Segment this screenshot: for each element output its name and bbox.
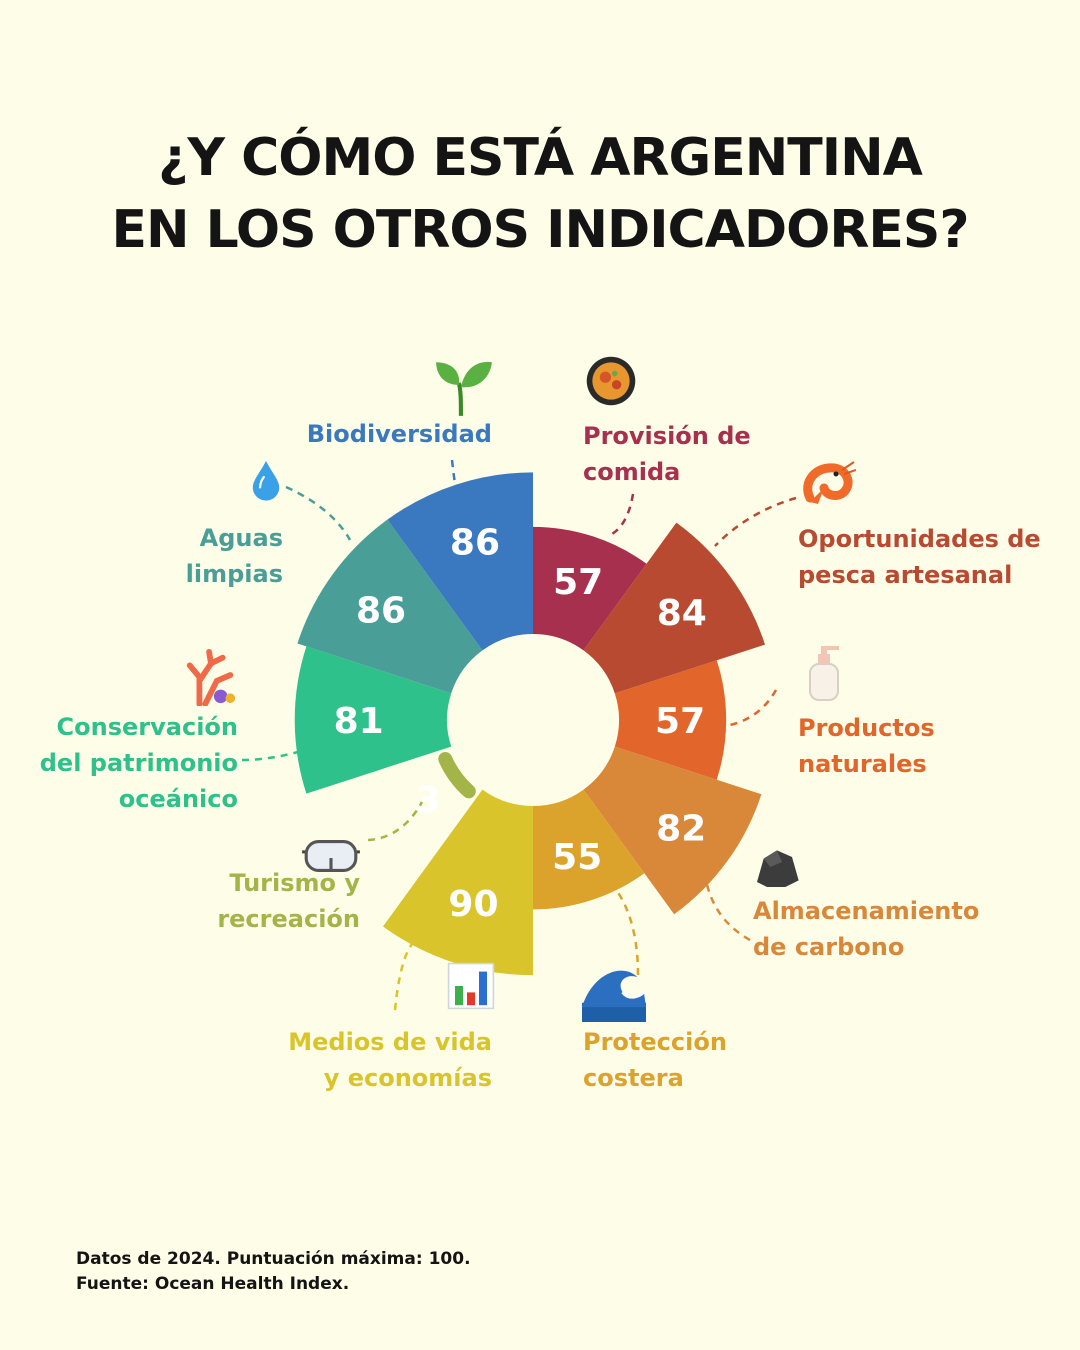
conservacion-del-patrimonio-oceanico-bar [294,646,452,794]
water-drop-icon [251,459,281,502]
wave-icon [582,969,646,1022]
biodiversidad-value-label: 86 [450,522,500,563]
biodiversidad-bar [387,472,533,651]
medios-de-vida-y-economias-bar [382,789,533,976]
medios-de-vida-y-economias-category-label: Medios de vida y economías [288,1028,492,1092]
aguas-limpias-leader-line [285,485,352,541]
provision-de-comida-value-label: 57 [553,562,603,603]
footnote-data-year: Datos de 2024. Puntuación máxima: 100. [76,1249,471,1269]
oportunidades-de-pesca-artesanal-category-label: Oportunidades de pesca artesanal [798,525,1041,589]
productos-naturales-value-label: 57 [655,701,705,742]
title-line-2: EN LOS OTROS INDICADORES? [111,200,970,260]
conservacion-del-patrimonio-oceanico-value-label: 81 [334,701,384,742]
almacenamiento-de-carbono-category-label: Almacenamiento de carbono [753,897,979,961]
proteccion-costera-leader-line [613,887,640,976]
turismo-y-recreacion-value-label: 3 [415,780,440,821]
turismo-y-recreacion-bar [438,752,476,799]
turismo-y-recreacion-leader-line [367,801,424,842]
aguas-limpias-value-label: 86 [356,591,406,632]
footnote-source: Fuente: Ocean Health Index. [76,1274,350,1294]
oportunidades-de-pesca-artesanal-value-label: 84 [657,593,707,634]
productos-naturales-leader-line [729,689,778,727]
medios-de-vida-y-economias-leader-line [393,943,414,1011]
almacenamiento-de-carbono-bar [583,746,762,915]
proteccion-costera-category-label: Protección costera [583,1028,727,1092]
oportunidades-de-pesca-artesanal-bar [583,522,765,694]
page-title: ¿Y CÓMO ESTÁ ARGENTINA EN LOS OTROS INDI… [0,122,1080,266]
title-line-1: ¿Y CÓMO ESTÁ ARGENTINA [158,128,923,188]
goggles-icon [300,839,362,873]
conservacion-del-patrimonio-oceanico-leader-line [241,750,299,762]
rock-icon [757,850,799,887]
oportunidades-de-pesca-artesanal-leader-line [714,496,797,547]
almacenamiento-de-carbono-leader-line [704,879,751,942]
shrimp-icon [808,462,856,504]
medios-de-vida-y-economias-value-label: 90 [448,884,498,925]
provision-de-comida-category-label: Provisión de comida [583,422,751,486]
bar-chart-icon [447,962,495,1010]
aguas-limpias-bar [297,519,483,694]
productos-naturales-bar [614,660,727,780]
proteccion-costera-value-label: 55 [552,837,602,878]
provision-de-comida-leader-line [611,493,635,536]
paella-pan-icon [586,356,636,406]
turismo-y-recreacion-category-label: Turismo y recreación [217,869,360,933]
proteccion-costera-bar [533,789,645,910]
provision-de-comida-bar [533,526,647,651]
productos-naturales-category-label: Productos naturales [798,714,935,778]
footnote: Datos de 2024. Puntuación máxima: 100. F… [76,1247,471,1297]
coral-icon [190,652,235,704]
aguas-limpias-category-label: Aguas limpias [186,524,283,588]
seedling-icon [436,362,492,416]
conservacion-del-patrimonio-oceanico-category-label: Conservación del patrimonio oceánico [40,713,238,813]
biodiversidad-category-label: Biodiversidad [307,420,492,448]
lotion-bottle-icon [809,645,840,701]
almacenamiento-de-carbono-value-label: 82 [656,809,706,850]
